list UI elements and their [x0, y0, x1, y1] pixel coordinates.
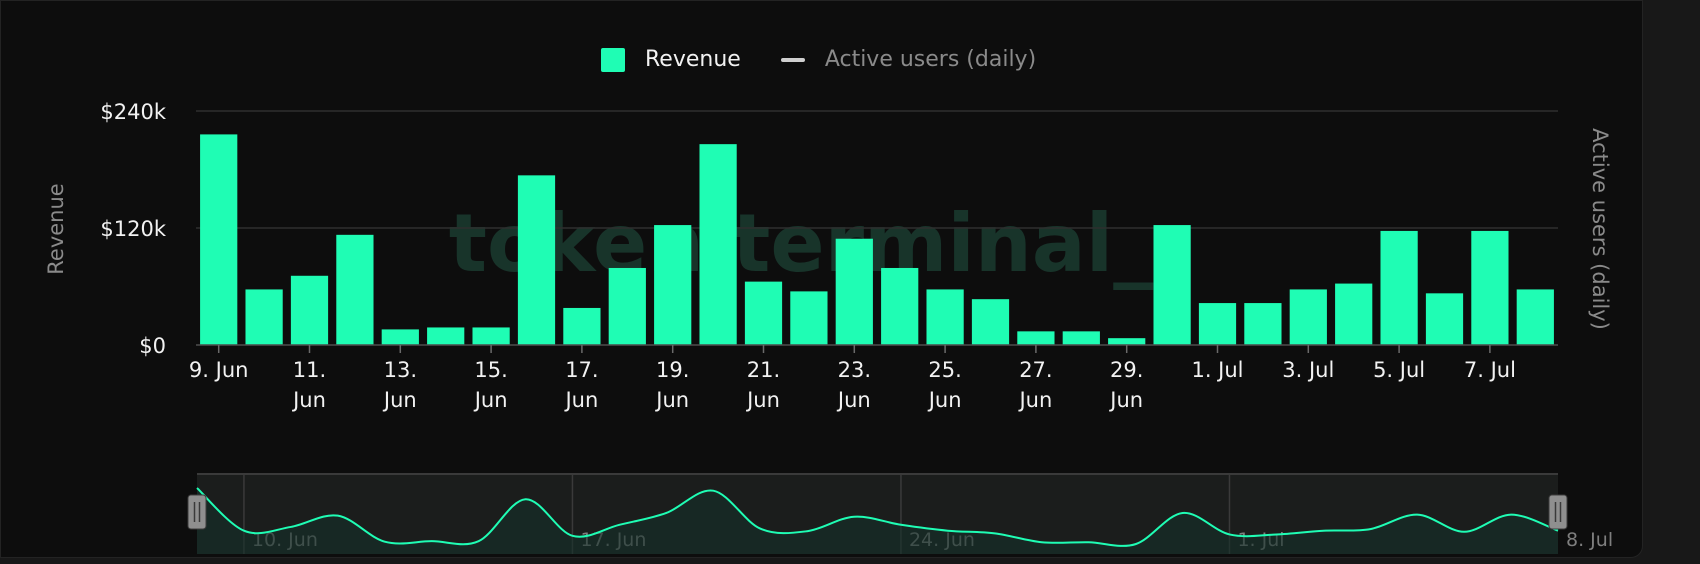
y-tick-label: $120k	[100, 217, 166, 241]
legend-item-revenue[interactable]: Revenue	[601, 47, 741, 72]
legend-item-active-users[interactable]: Active users (daily)	[741, 47, 1036, 72]
x-tick-label-line: 27.	[1019, 358, 1052, 382]
revenue-bar[interactable]	[1471, 230, 1509, 345]
x-tick-label: 1. Jul	[1191, 358, 1243, 382]
revenue-bar[interactable]	[381, 329, 419, 345]
line-swatch-icon	[780, 57, 805, 62]
x-tick-label-line: Jun	[291, 388, 326, 412]
revenue-bar[interactable]	[1380, 230, 1418, 345]
revenue-bar[interactable]	[1244, 303, 1282, 345]
revenue-bar[interactable]	[200, 134, 238, 345]
x-tick-label-line: 29.	[1110, 358, 1143, 382]
revenue-bar[interactable]	[1062, 331, 1100, 345]
revenue-bar[interactable]	[654, 225, 692, 345]
x-tick-label-line: 17.	[565, 358, 598, 382]
x-tick-label: 7. Jul	[1464, 358, 1516, 382]
x-tick-label-line: Jun	[1017, 388, 1052, 412]
x-tick-label: 11. Jun	[291, 358, 326, 412]
y-tick-label: $240k	[100, 100, 166, 124]
x-tick-label-line: 1. Jul	[1191, 358, 1243, 382]
revenue-bar[interactable]	[835, 238, 873, 345]
watermark: token terminal_	[449, 197, 1153, 290]
revenue-bar[interactable]	[971, 299, 1010, 345]
revenue-bar[interactable]	[1108, 338, 1146, 345]
x-tick-label: 17. Jun	[563, 358, 598, 412]
revenue-bar[interactable]	[290, 275, 329, 345]
x-tick-label-line: Jun	[563, 388, 598, 412]
legend-label-active-users: Active users (daily)	[824, 47, 1037, 72]
x-tick-label-line: Jun	[927, 388, 962, 412]
x-tick-label-line: Jun	[382, 388, 417, 412]
x-tick-label-line: Jun	[654, 388, 689, 412]
y-tick-label: $0	[139, 334, 166, 358]
revenue-bar[interactable]	[699, 144, 737, 345]
x-tick-label-line: 15.	[474, 358, 507, 382]
revenue-bar[interactable]	[245, 289, 283, 345]
x-tick-label: 25. Jun	[927, 358, 962, 412]
revenue-bar[interactable]	[1289, 289, 1327, 345]
revenue-bar[interactable]	[427, 327, 465, 345]
revenue-bar[interactable]	[881, 267, 919, 345]
x-tick-label-line: 13.	[384, 358, 417, 382]
revenue-bar[interactable]	[608, 267, 646, 345]
x-tick-label: 15. Jun	[473, 358, 508, 412]
revenue-bar[interactable]	[336, 234, 374, 345]
revenue-bar[interactable]	[517, 175, 556, 345]
chart-card: Revenue Active users (daily) token termi…	[0, 0, 1643, 558]
revenue-bar[interactable]	[1198, 303, 1237, 345]
y-axis-title-right: Active users (daily)	[1588, 128, 1612, 330]
x-tick-label: 27. Jun	[1017, 358, 1052, 412]
revenue-bar[interactable]	[1425, 293, 1464, 345]
x-tick-label-line: 19.	[656, 358, 689, 382]
x-tick-label-line: 5. Jul	[1373, 358, 1425, 382]
x-tick-label-line: Jun	[1108, 388, 1143, 412]
x-tick-label-line: Jun	[745, 388, 780, 412]
x-tick-label-line: 23.	[838, 358, 871, 382]
revenue-swatch-icon	[601, 47, 625, 72]
revenue-bar[interactable]	[563, 307, 601, 345]
x-tick-label: 9. Jun	[189, 358, 249, 382]
revenue-bar[interactable]	[1335, 283, 1373, 345]
x-tick-label-line: Jun	[473, 388, 508, 412]
navigator-label: 8. Jul	[1566, 529, 1613, 551]
y-axis-title-left: Revenue	[44, 183, 68, 274]
handle-grip-icon[interactable]	[187, 494, 207, 530]
revenue-bar[interactable]	[926, 289, 964, 345]
revenue-chart: token terminal_ $0 $120k $240k Revenue Active…	[44, 100, 1613, 554]
x-tick-label-line: 11.	[293, 358, 326, 382]
navigator-series-line	[196, 487, 1559, 547]
x-tick-label: 29. Jun	[1108, 358, 1143, 412]
handle-grip-icon[interactable]	[1548, 494, 1568, 530]
navigator-right-handle[interactable]	[1548, 494, 1568, 530]
x-tick-label-line: 7. Jul	[1464, 358, 1516, 382]
x-tick-label: 21. Jun	[745, 358, 780, 412]
revenue-bar[interactable]	[1017, 331, 1055, 345]
revenue-bar[interactable]	[1153, 225, 1191, 345]
x-tick-label-line: 21.	[747, 358, 780, 382]
legend-label-revenue: Revenue	[645, 47, 741, 72]
revenue-bar[interactable]	[1516, 289, 1554, 345]
x-tick-label-line: 25.	[928, 358, 961, 382]
x-tick-label-line: 3. Jul	[1282, 358, 1334, 382]
x-tick-label: 13. Jun	[382, 358, 417, 412]
revenue-bar[interactable]	[472, 327, 510, 345]
x-tick-label: 3. Jul	[1282, 358, 1334, 382]
legend: Revenue Active users (daily)	[601, 47, 1036, 72]
x-tick-label: 19. Jun	[654, 358, 689, 412]
x-tick-label: 23. Jun	[836, 358, 871, 412]
navigator-left-handle[interactable]	[187, 494, 207, 530]
x-tick-label-line: 9. Jun	[189, 358, 249, 382]
revenue-bar[interactable]	[744, 281, 783, 345]
x-tick-label: 5. Jul	[1373, 358, 1425, 382]
x-tick-label-line: Jun	[836, 388, 871, 412]
revenue-bar[interactable]	[790, 291, 828, 345]
